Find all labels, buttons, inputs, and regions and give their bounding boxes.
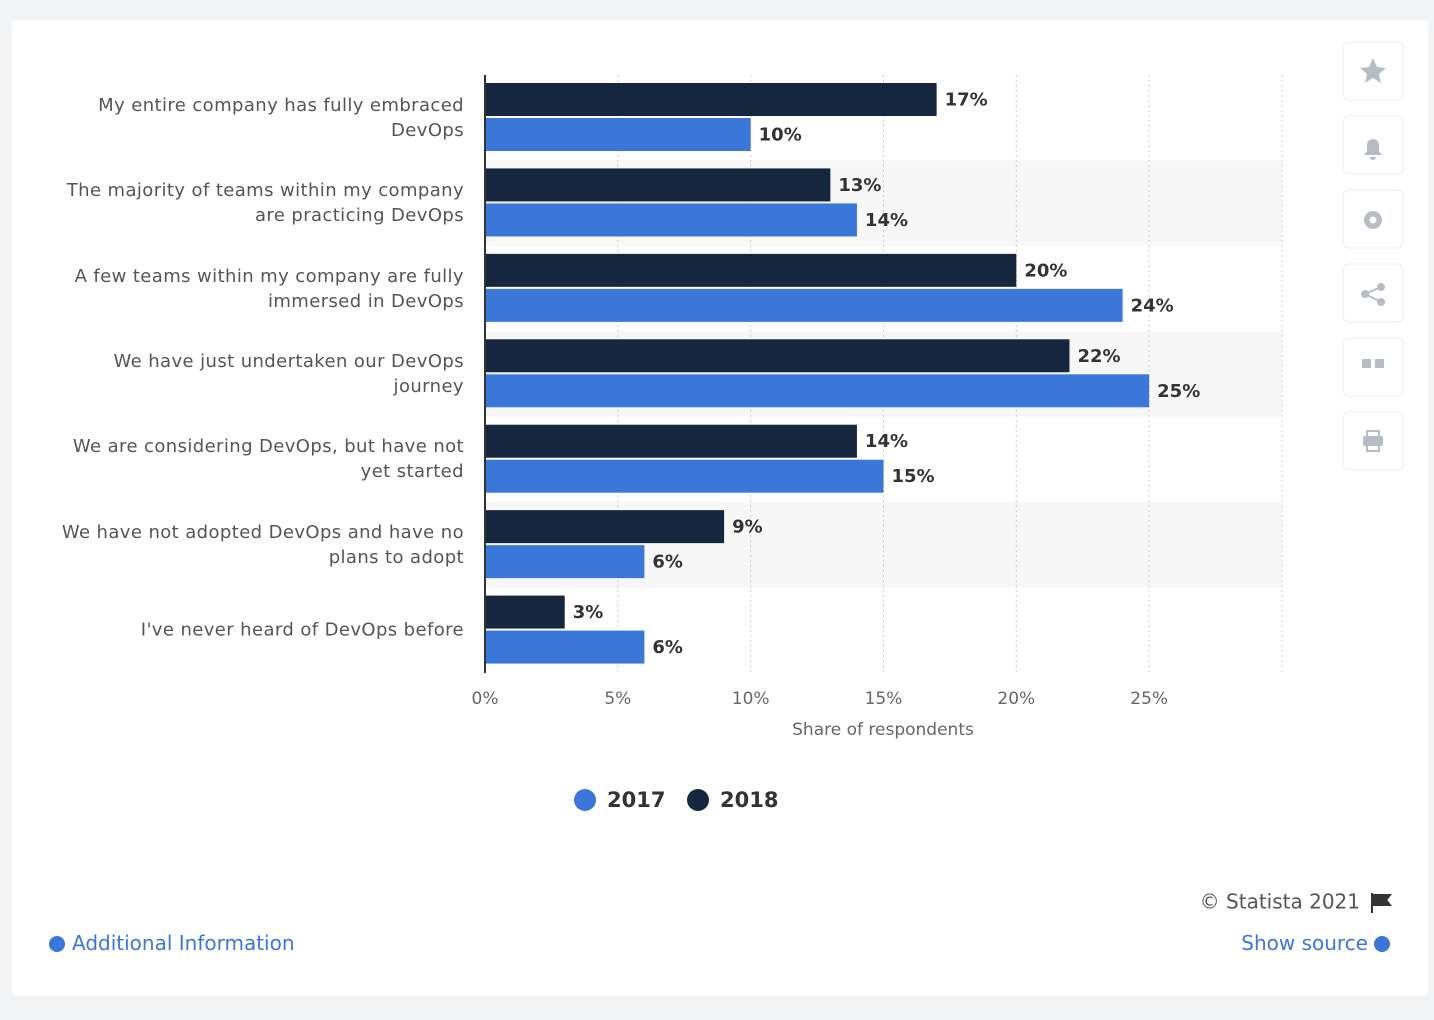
x-axis-title: Share of respondents	[792, 720, 974, 740]
y-tick-label: My entire company has fully embraced Dev…	[98, 94, 464, 141]
x-tick-label: 0%	[472, 689, 499, 709]
legend-marker	[687, 789, 709, 811]
toolbar-icons	[1360, 58, 1386, 452]
bar	[485, 630, 645, 664]
bar	[485, 545, 645, 579]
bar	[485, 253, 1017, 287]
y-tick-label: I've never heard of DevOps before	[140, 619, 464, 641]
value-label: 22%	[1077, 346, 1120, 367]
y-tick-label: We have just undertaken our DevOps journ…	[113, 351, 464, 397]
x-tick-label: 25%	[1130, 689, 1168, 709]
x-tick-label: 15%	[865, 689, 903, 709]
x-tick-label: 5%	[604, 689, 631, 709]
value-label: 3%	[573, 602, 604, 623]
bar	[485, 374, 1150, 408]
info-icon[interactable]	[1374, 936, 1390, 952]
cite-button[interactable]	[1342, 337, 1404, 397]
bar	[485, 83, 937, 116]
bar	[485, 339, 1070, 373]
share-icon	[1364, 286, 1382, 295]
value-label: 17%	[945, 90, 988, 111]
value-label: 10%	[759, 125, 802, 146]
value-label: 6%	[652, 637, 683, 658]
legend-label: 2017	[607, 788, 665, 812]
quote-icon	[1375, 359, 1384, 368]
value-label: 15%	[892, 466, 935, 487]
y-tick-label: We are considering DevOps, but have not …	[72, 436, 464, 483]
bell-icon	[1364, 139, 1382, 160]
value-label: 9%	[732, 517, 763, 538]
value-label: 24%	[1131, 295, 1174, 316]
y-tick-label: The majority of teams within my company …	[66, 180, 464, 227]
legend-marker	[574, 789, 596, 811]
x-tick-label: 20%	[997, 689, 1035, 709]
value-label: 20%	[1024, 260, 1067, 281]
share-button[interactable]	[1342, 263, 1404, 323]
y-tick-label: A few teams within my company are fully …	[74, 265, 464, 312]
value-label: 14%	[865, 210, 908, 231]
share-icon	[1364, 293, 1382, 303]
value-label: 6%	[652, 552, 683, 573]
value-label: 13%	[838, 175, 881, 196]
x-tick-label: 10%	[732, 689, 770, 709]
star-icon	[1360, 58, 1386, 83]
value-label: 25%	[1157, 381, 1200, 402]
flag-icon[interactable]	[1371, 893, 1393, 913]
info-icon[interactable]	[49, 936, 65, 952]
bar	[485, 288, 1123, 322]
bar	[485, 168, 831, 202]
copyright: © Statista 2021	[1200, 890, 1360, 914]
bar	[485, 510, 725, 544]
quote-icon	[1362, 359, 1371, 368]
gear-hole	[1369, 216, 1377, 224]
value-label: 14%	[865, 431, 908, 452]
bar	[485, 118, 751, 151]
additional-info-link[interactable]: Additional Information	[72, 931, 295, 955]
bar	[485, 595, 565, 629]
bar	[485, 203, 857, 237]
y-tick-label: We have not adopted DevOps and have no p…	[61, 521, 464, 568]
bar	[485, 459, 884, 493]
toolbar	[1342, 41, 1404, 471]
legend-label: 2018	[720, 788, 778, 812]
print-icon	[1366, 430, 1380, 452]
bar	[485, 424, 857, 458]
show-source-link[interactable]: Show source	[1241, 931, 1368, 955]
